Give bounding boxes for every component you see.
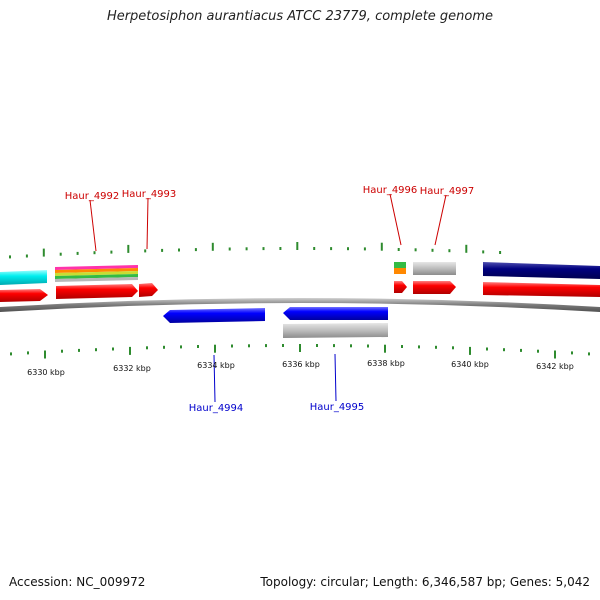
forward-cds-arrow (56, 284, 138, 299)
gene-label: Haur_4997 (420, 186, 475, 197)
accession-text: Accession: NC_009972 (9, 575, 146, 589)
forward-cds-arrow (483, 282, 600, 297)
gray-feature (283, 323, 388, 338)
green-feature (394, 262, 406, 268)
map-title: Herpetosiphon aurantiacus ATCC 23779, co… (106, 9, 494, 24)
axis-tick-label: 6336 kbp (282, 360, 320, 369)
axis-tick-label: 6334 kbp (197, 361, 235, 370)
axis-tick-label: 6342 kbp (536, 362, 574, 371)
tick-row-lower (10, 344, 590, 359)
cyan-feature (0, 270, 47, 285)
axis-tick-label: 6332 kbp (113, 364, 151, 373)
genome-stats-text: Topology: circular; Length: 6,346,587 bp… (260, 575, 590, 589)
reverse-cds-arrow (283, 307, 388, 320)
genome-backbone (0, 298, 600, 312)
label-leaders (89, 193, 447, 403)
forward-cds-arrow (139, 283, 158, 297)
forward-cds-arrow (0, 289, 48, 302)
tick-row-upper (9, 242, 502, 259)
orange-feature (394, 268, 406, 274)
axis-tick-label: 6330 kbp (27, 368, 65, 377)
gray-feature (413, 262, 456, 275)
navy-feature (483, 262, 600, 279)
gene-label: Haur_4994 (189, 403, 244, 414)
forward-cds-arrow (394, 281, 407, 293)
gene-label: Haur_4995 (310, 402, 365, 413)
axis-tick-label: 6340 kbp (451, 360, 489, 369)
gene-label: Haur_4993 (122, 189, 177, 200)
axis-tick-label: 6338 kbp (367, 359, 405, 368)
stacked-feature-bars (55, 265, 138, 282)
forward-cds-arrow (413, 281, 456, 294)
reverse-cds-arrow (163, 308, 265, 323)
gene-label: Haur_4992 (65, 191, 120, 202)
gene-label: Haur_4996 (363, 185, 418, 196)
